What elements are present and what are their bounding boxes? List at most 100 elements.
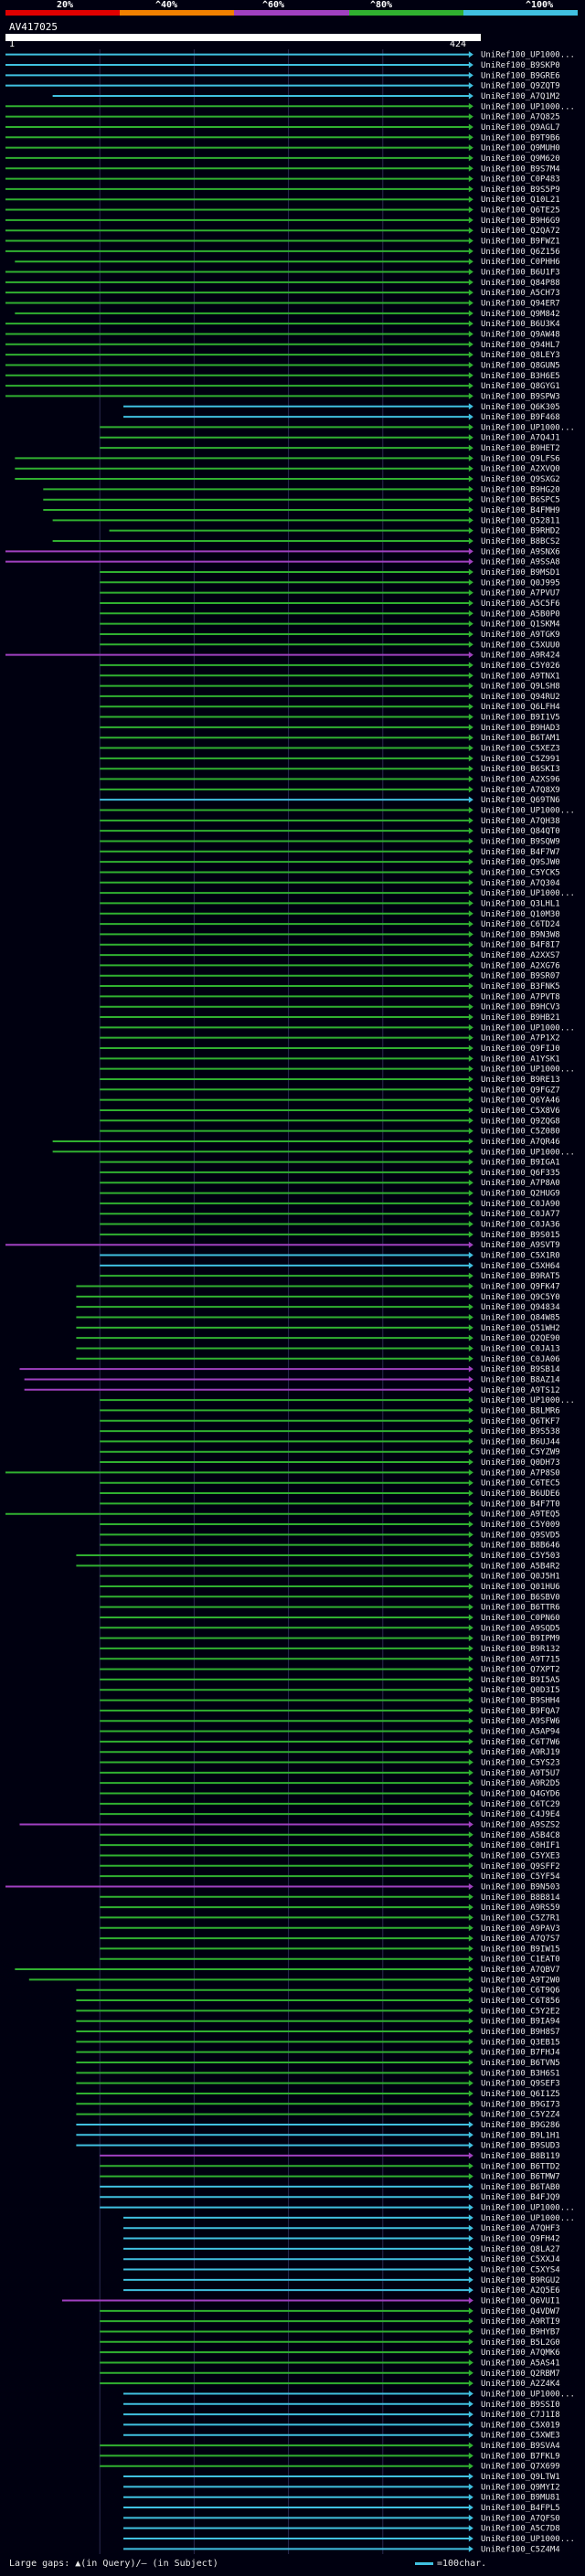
hit-label[interactable]: UniRef100_C0JA77 bbox=[481, 1210, 560, 1219]
hit-row[interactable]: UniRef100_Q9LTW1 bbox=[123, 2473, 560, 2482]
hit-label[interactable]: UniRef100_C6TD24 bbox=[481, 920, 560, 929]
hit-row[interactable]: UniRef100_Q0J5H1 bbox=[100, 1573, 560, 1582]
hit-row[interactable]: UniRef100_B9H6G9 bbox=[5, 217, 560, 226]
hit-row[interactable]: UniRef100_Q3LHL1 bbox=[100, 899, 560, 908]
hit-label[interactable]: UniRef100_A7Q7S7 bbox=[481, 1935, 560, 1944]
hit-label[interactable]: UniRef100_A7Q825 bbox=[481, 113, 560, 122]
hit-row[interactable]: UniRef100_A9T5U7 bbox=[100, 1769, 560, 1778]
hit-label[interactable]: UniRef100_B8B814 bbox=[481, 1893, 560, 1903]
hit-label[interactable]: UniRef100_Q51WH2 bbox=[481, 1324, 560, 1333]
hit-row[interactable]: UniRef100_A1YSK1 bbox=[100, 1055, 560, 1064]
hit-row[interactable]: UniRef100_C5XYS4 bbox=[123, 2266, 560, 2275]
hit-label[interactable]: UniRef100_UP1000... bbox=[481, 2214, 575, 2223]
hit-label[interactable]: UniRef100_B9HCV3 bbox=[481, 1003, 560, 1012]
hit-row[interactable]: UniRef100_A9R2D5 bbox=[100, 1779, 560, 1788]
hit-label[interactable]: UniRef100_C5X019 bbox=[481, 2421, 560, 2430]
hit-label[interactable]: UniRef100_A9SVT9 bbox=[481, 1241, 560, 1250]
hit-label[interactable]: UniRef100_A7QH38 bbox=[481, 817, 560, 826]
hit-label[interactable]: UniRef100_A2XXS7 bbox=[481, 951, 560, 960]
hit-row[interactable]: UniRef100_C0HIF1 bbox=[100, 1841, 560, 1850]
hit-row[interactable]: UniRef100_A5AS41 bbox=[100, 2359, 560, 2368]
hit-row[interactable]: UniRef100_B6TAB0 bbox=[100, 2183, 560, 2192]
hit-label[interactable]: UniRef100_B6SBV0 bbox=[481, 1593, 560, 1602]
hit-row[interactable]: UniRef100_C5YF54 bbox=[100, 1872, 560, 1882]
hit-row[interactable]: UniRef100_Q8GYG1 bbox=[5, 382, 560, 391]
hit-row[interactable]: UniRef100_C0PN60 bbox=[100, 1614, 560, 1623]
hit-row[interactable]: UniRef100_UP1000... bbox=[100, 2204, 575, 2213]
hit-row[interactable]: UniRef100_Q2RBM7 bbox=[100, 2369, 560, 2379]
hit-label[interactable]: UniRef100_A7QHF3 bbox=[481, 2224, 560, 2233]
hit-label[interactable]: UniRef100_UP1000... bbox=[481, 102, 575, 111]
hit-label[interactable]: UniRef100_A5C7D8 bbox=[481, 2525, 560, 2534]
hit-row[interactable]: UniRef100_C6TEC5 bbox=[100, 1479, 560, 1489]
hit-row[interactable]: UniRef100_A9TGK9 bbox=[100, 631, 560, 640]
hit-label[interactable]: UniRef100_A2XVQ0 bbox=[481, 465, 560, 474]
hit-row[interactable]: UniRef100_Q8LA27 bbox=[123, 2245, 560, 2254]
hit-label[interactable]: UniRef100_B9S538 bbox=[481, 1427, 560, 1436]
hit-label[interactable]: UniRef100_B9G286 bbox=[481, 2121, 560, 2130]
hit-label[interactable]: UniRef100_A2Q5E6 bbox=[481, 2286, 560, 2295]
hit-row[interactable]: UniRef100_Q94HL7 bbox=[5, 341, 560, 350]
hit-label[interactable]: UniRef100_B8LMR6 bbox=[481, 1406, 560, 1415]
hit-label[interactable]: UniRef100_C5XUU0 bbox=[481, 641, 560, 650]
hit-row[interactable]: UniRef100_A5C5F6 bbox=[100, 599, 560, 609]
hit-row[interactable]: UniRef100_B9RHD2 bbox=[109, 527, 560, 536]
hit-row[interactable]: UniRef100_Q6F335 bbox=[100, 1169, 560, 1178]
hit-label[interactable]: UniRef100_Q0D3I5 bbox=[481, 1686, 560, 1695]
hit-label[interactable]: UniRef100_A7PVT8 bbox=[481, 992, 560, 1002]
hit-label[interactable]: UniRef100_UP1000... bbox=[481, 51, 575, 60]
hit-label[interactable]: UniRef100_Q52811 bbox=[481, 516, 560, 525]
hit-row[interactable]: UniRef100_A9T715 bbox=[100, 1655, 560, 1664]
hit-label[interactable]: UniRef100_Q9FGZ7 bbox=[481, 1086, 560, 1095]
hit-label[interactable]: UniRef100_A5CH73 bbox=[481, 289, 560, 298]
hit-label[interactable]: UniRef100_A9SFW6 bbox=[481, 1717, 560, 1726]
hit-label[interactable]: UniRef100_Q9SJW0 bbox=[481, 858, 560, 867]
hit-row[interactable]: UniRef100_A9RTI9 bbox=[100, 2317, 560, 2327]
hit-label[interactable]: UniRef100_A9T5U7 bbox=[481, 1769, 560, 1778]
hit-label[interactable]: UniRef100_Q6LFH4 bbox=[481, 703, 560, 712]
hit-label[interactable]: UniRef100_A9SQD5 bbox=[481, 1624, 560, 1633]
hit-label[interactable]: UniRef100_A5B4C8 bbox=[481, 1831, 560, 1840]
hit-label[interactable]: UniRef100_C0JA13 bbox=[481, 1344, 560, 1353]
hit-row[interactable]: UniRef100_B9S5P9 bbox=[5, 186, 560, 195]
hit-label[interactable]: UniRef100_B9L1H1 bbox=[481, 2131, 560, 2140]
hit-row[interactable]: UniRef100_Q9AW48 bbox=[5, 330, 560, 339]
hit-label[interactable]: UniRef100_Q9SXG2 bbox=[481, 475, 560, 484]
hit-row[interactable]: UniRef100_B6TAM1 bbox=[100, 734, 560, 743]
hit-label[interactable]: UniRef100_B9GI73 bbox=[481, 2100, 560, 2109]
hit-label[interactable]: UniRef100_B6U3K4 bbox=[481, 320, 560, 329]
hit-label[interactable]: UniRef100_B6TTR6 bbox=[481, 1604, 560, 1613]
hit-row[interactable]: UniRef100_B9I5A5 bbox=[100, 1676, 560, 1685]
hit-label[interactable]: UniRef100_A9T715 bbox=[481, 1655, 560, 1664]
hit-row[interactable]: UniRef100_B9F468 bbox=[123, 413, 560, 422]
hit-label[interactable]: UniRef100_C5Y2E2 bbox=[481, 2007, 560, 2016]
hit-label[interactable]: UniRef100_A2XS96 bbox=[481, 776, 560, 785]
hit-row[interactable]: UniRef100_Q8LEY3 bbox=[5, 351, 560, 360]
hit-row[interactable]: UniRef100_Q9LFS6 bbox=[15, 454, 560, 463]
hit-row[interactable]: UniRef100_C5Y2Z4 bbox=[76, 2111, 560, 2120]
hit-row[interactable]: UniRef100_B8B646 bbox=[100, 1542, 560, 1551]
hit-label[interactable]: UniRef100_Q6F335 bbox=[481, 1169, 560, 1178]
hit-row[interactable]: UniRef100_Q0J995 bbox=[100, 578, 560, 588]
hit-label[interactable]: UniRef100_A7PVU7 bbox=[481, 589, 560, 599]
hit-row[interactable]: UniRef100_Q6TE25 bbox=[5, 207, 560, 216]
hit-row[interactable]: UniRef100_Q10M30 bbox=[100, 910, 560, 919]
hit-label[interactable]: UniRef100_B4FJQ9 bbox=[481, 2193, 560, 2202]
hit-row[interactable]: UniRef100_A2XVQ0 bbox=[15, 465, 560, 474]
hit-label[interactable]: UniRef100_Q10M30 bbox=[481, 910, 560, 919]
hit-label[interactable]: UniRef100_B4FMH9 bbox=[481, 506, 560, 515]
hit-row[interactable]: UniRef100_B6TTD2 bbox=[100, 2162, 560, 2171]
hit-row[interactable]: UniRef100_Q9MUH0 bbox=[5, 144, 560, 154]
hit-row[interactable]: UniRef100_Q9ZQT9 bbox=[5, 82, 560, 91]
hit-row[interactable]: UniRef100_C6TC29 bbox=[100, 1800, 560, 1809]
hit-label[interactable]: UniRef100_B3H6E5 bbox=[481, 372, 560, 381]
hit-label[interactable]: UniRef100_Q9ZQG8 bbox=[481, 1117, 560, 1126]
hit-row[interactable]: UniRef100_UP1000... bbox=[5, 51, 575, 60]
hit-label[interactable]: UniRef100_B9N503 bbox=[481, 1882, 560, 1892]
hit-row[interactable]: UniRef100_B9R132 bbox=[100, 1645, 560, 1654]
hit-row[interactable]: UniRef100_B9I1V5 bbox=[100, 714, 560, 723]
hit-row[interactable]: UniRef100_B6TMW7 bbox=[100, 2173, 560, 2182]
hit-row[interactable]: UniRef100_B6TVN5 bbox=[76, 2059, 560, 2068]
hit-label[interactable]: UniRef100_B9SUD3 bbox=[481, 2142, 560, 2151]
hit-label[interactable]: UniRef100_B6SKI3 bbox=[481, 765, 560, 774]
